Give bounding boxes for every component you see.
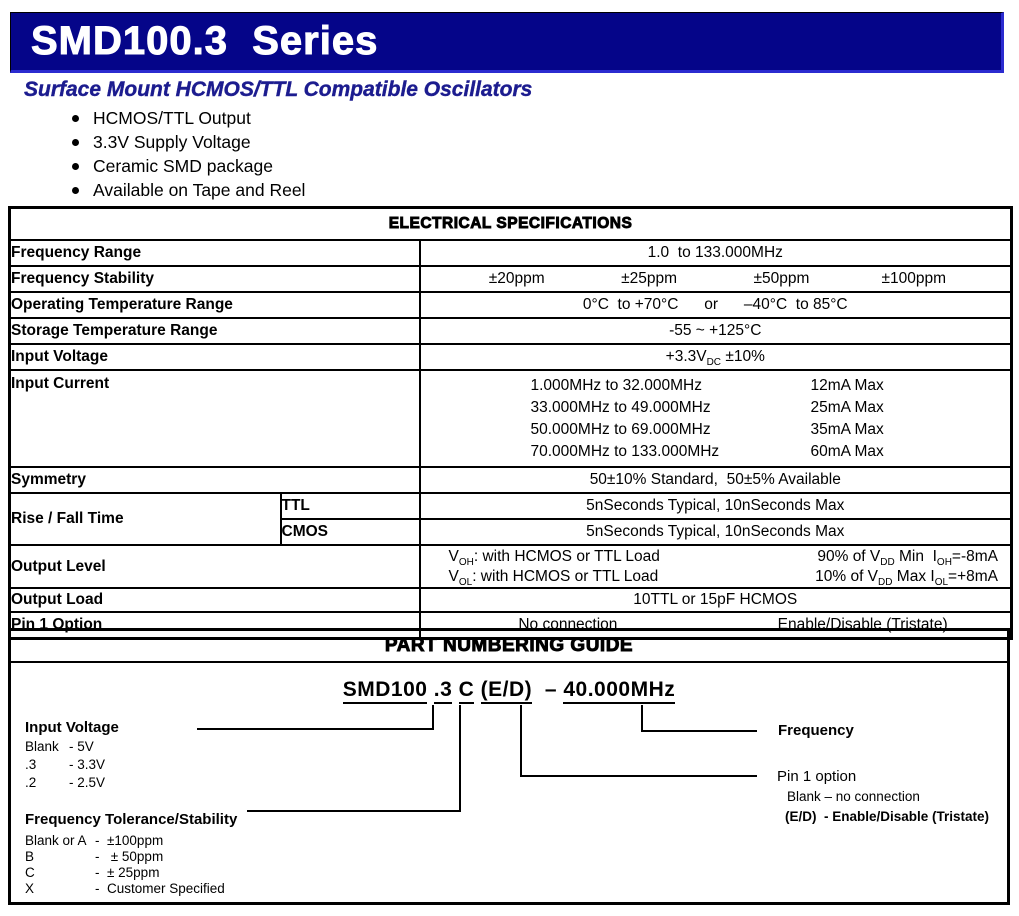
table-row: Rise / Fall Time TTL 5nSeconds Typical, … xyxy=(8,492,1013,546)
table-row: Frequency Stability ±20ppm ±25ppm ±50ppm… xyxy=(8,265,1013,293)
output-level-values: VOH: with HCMOS or TTL Load 90% of VDD M… xyxy=(418,544,1013,589)
leader-line xyxy=(520,775,757,777)
section-title: PART NUMBERING GUIDE xyxy=(11,631,1007,663)
row-label: Frequency Stability xyxy=(8,265,421,293)
row-value: +3.3VDC ±10% xyxy=(418,343,1013,371)
part-number: SMD100 .3 C (E/D) – 40.000MHz xyxy=(11,678,1007,704)
table-row: Output Load 10TTL or 15pF HCMOS xyxy=(8,587,1013,613)
legend-item: .3- 3.3V xyxy=(25,757,106,772)
list-item: Available on Tape and Reel xyxy=(72,178,305,202)
bullet-icon xyxy=(72,162,79,170)
row-value: 10TTL or 15pF HCMOS xyxy=(418,587,1013,613)
leader-line xyxy=(520,705,522,777)
row-label: Input Voltage xyxy=(8,343,421,371)
row-value: -55 ~ +125°C xyxy=(418,317,1013,345)
row-value: 1.0 to 133.000MHz xyxy=(418,239,1013,267)
bullet-icon xyxy=(72,138,79,146)
feature-list: HCMOS/TTL Output 3.3V Supply Voltage Cer… xyxy=(72,106,305,202)
bullet-icon xyxy=(72,114,79,122)
legend-item: .2- 2.5V xyxy=(25,775,106,790)
series-title-bar: SMD100.3 Series xyxy=(10,12,1004,73)
sub-row-label: TTL xyxy=(279,492,421,520)
row-label: Output Load xyxy=(8,587,421,613)
legend-item: B- ± 50ppm xyxy=(25,849,164,864)
input-voltage-title: Input Voltage xyxy=(25,719,119,736)
list-item: 3.3V Supply Voltage xyxy=(72,130,305,154)
table-row: Input Current 1.000MHz to 32.000MHz 12mA … xyxy=(8,369,1013,468)
bullet-icon xyxy=(72,186,79,194)
sub-row-label: CMOS xyxy=(279,518,421,546)
legend-item: C- ± 25ppm xyxy=(25,865,160,880)
row-value: 5nSeconds Typical, 10nSeconds Max xyxy=(418,518,1013,546)
part-numbering-guide: PART NUMBERING GUIDE SMD100 .3 C (E/D) –… xyxy=(8,628,1010,905)
legend-item: Blank or A- ±100ppm xyxy=(25,833,164,848)
row-label: Input Current xyxy=(8,369,421,468)
legend-item: Blank – no connection xyxy=(787,789,920,804)
row-label: Operating Temperature Range xyxy=(8,291,421,319)
stability-values: ±20ppm ±25ppm ±50ppm ±100ppm xyxy=(488,270,947,287)
row-label: Rise / Fall Time xyxy=(8,492,282,546)
table-row: Frequency Range 1.0 to 133.000MHz xyxy=(8,239,1013,267)
input-current-values: 1.000MHz to 32.000MHz 12mA Max 33.000MHz … xyxy=(418,369,1013,468)
row-value: 5nSeconds Typical, 10nSeconds Max xyxy=(418,492,1013,520)
legend-item: Blank - 5V xyxy=(25,739,94,754)
leader-line xyxy=(641,705,643,732)
stability-title: Frequency Tolerance/Stability xyxy=(25,811,238,828)
leader-line xyxy=(459,705,461,812)
electrical-specifications-table: ELECTRICAL SPECIFICATIONS Frequency Rang… xyxy=(8,206,1014,640)
subtitle: Surface Mount HCMOS/TTL Compatible Oscil… xyxy=(24,78,533,101)
row-value: 50±10% Standard, 50±5% Available xyxy=(418,466,1013,494)
table-row: Input Voltage +3.3VDC ±10% xyxy=(8,343,1013,371)
row-label: Storage Temperature Range xyxy=(8,317,421,345)
list-item: Ceramic SMD package xyxy=(72,154,305,178)
table-row: CMOS 5nSeconds Typical, 10nSeconds Max xyxy=(10,518,1013,546)
table-row: Storage Temperature Range -55 ~ +125°C xyxy=(8,317,1013,345)
leader-line xyxy=(247,810,461,812)
row-label: Frequency Range xyxy=(8,239,421,267)
row-value: 0°C to +70°C or –40°C to 85°C xyxy=(418,291,1013,319)
page-title: SMD100.3 Series xyxy=(31,19,379,64)
table-title: ELECTRICAL SPECIFICATIONS xyxy=(8,206,1013,241)
table-row: Output Level VOH: with HCMOS or TTL Load… xyxy=(8,544,1013,589)
list-item: HCMOS/TTL Output xyxy=(72,106,305,130)
legend-item: (E/D) - Enable/Disable (Tristate) xyxy=(785,809,990,824)
leader-line xyxy=(197,728,434,730)
legend-item: X- Customer Specified xyxy=(25,881,225,896)
row-label: Output Level xyxy=(8,544,421,589)
table-row: Operating Temperature Range 0°C to +70°C… xyxy=(8,291,1013,319)
row-label: Symmetry xyxy=(8,466,421,494)
pin1-title: Pin 1 option xyxy=(777,768,857,785)
leader-line xyxy=(641,730,757,732)
leader-line xyxy=(432,705,434,730)
frequency-label: Frequency xyxy=(778,722,854,739)
table-row: Symmetry 50±10% Standard, 50±5% Availabl… xyxy=(8,466,1013,494)
